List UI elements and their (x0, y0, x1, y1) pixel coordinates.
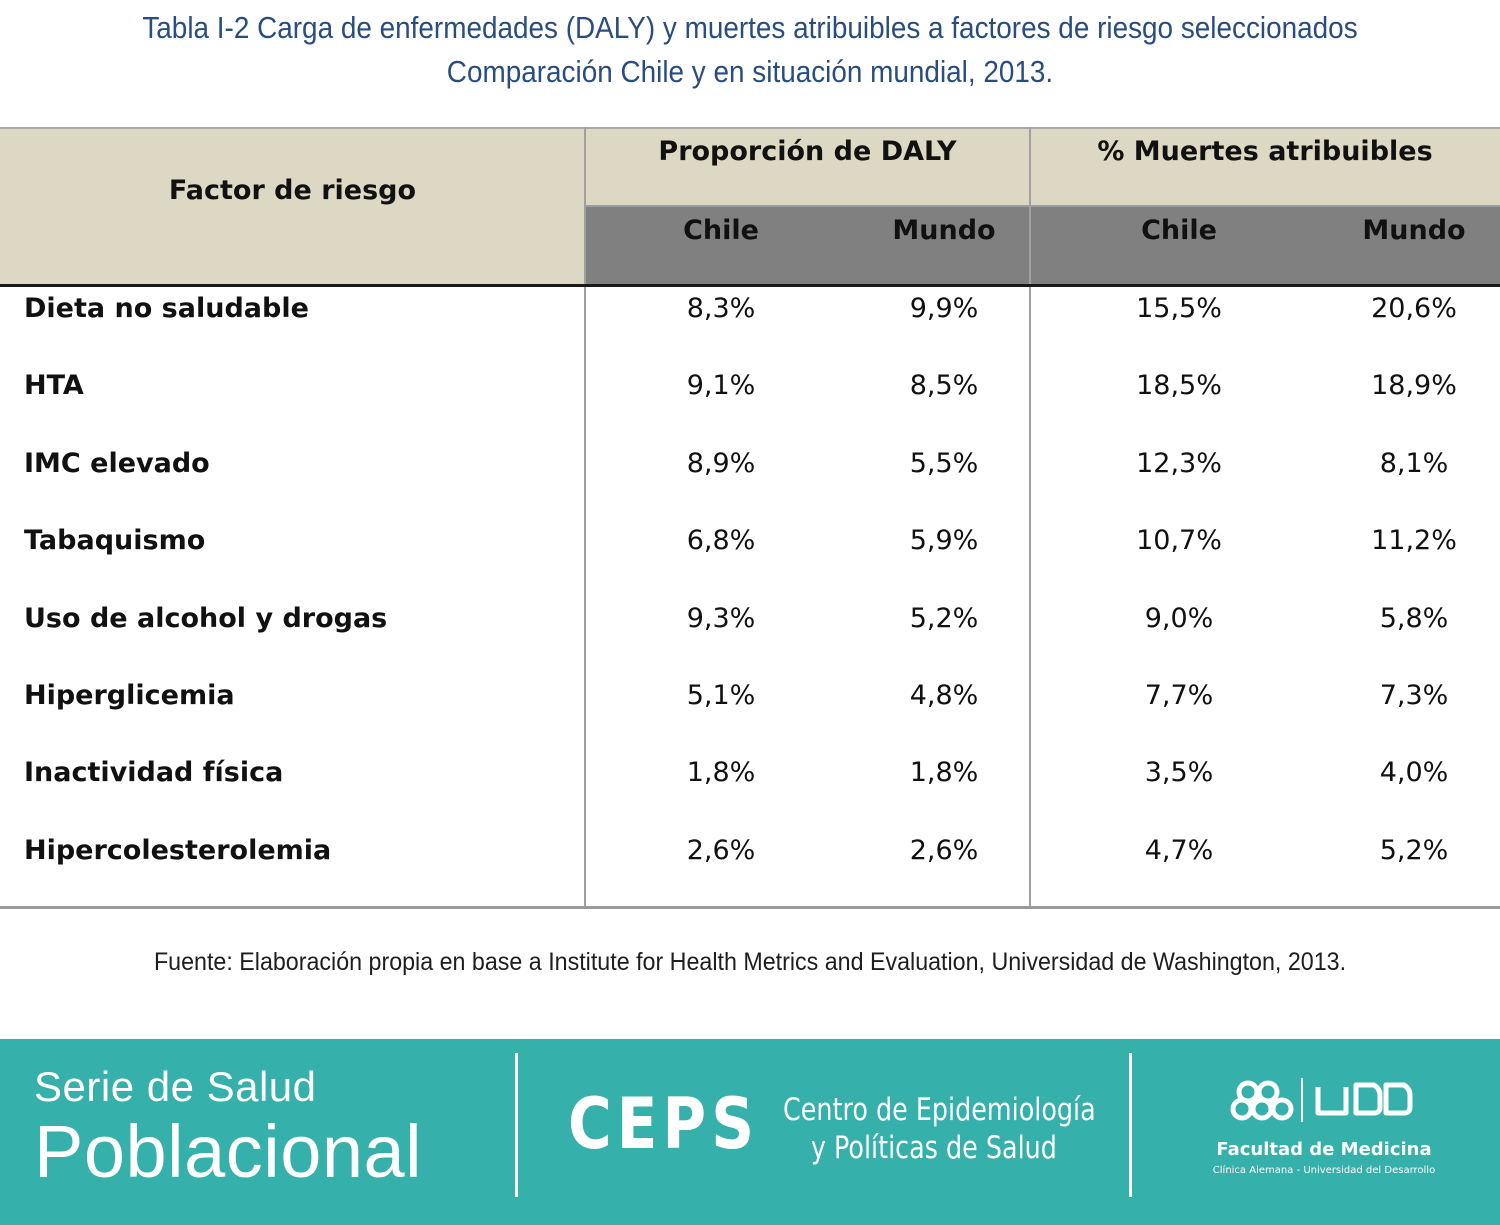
series-title-line-2: Poblacional (34, 1110, 423, 1193)
footer-divider (1129, 1053, 1132, 1197)
faculty-name: Facultad de Medicina (1216, 1139, 1432, 1160)
cell-deaths-chile: 3,5% (1144, 757, 1214, 788)
cell-deaths-mundo: 5,8% (1379, 603, 1449, 634)
source-note: Fuente: Elaboración propia en base a Ins… (153, 948, 1347, 976)
row-factor: Tabaquismo (24, 525, 206, 556)
column-header-factor: Factor de riesgo (168, 175, 417, 206)
table-row: Inactividad física 1,8% 1,8% 3,5% 4,0% (0, 757, 1500, 797)
row-factor: Inactividad física (24, 757, 284, 788)
cell-deaths-mundo: 11,2% (1371, 525, 1457, 556)
table-row: Tabaquismo 6,8% 5,9% 10,7% 11,2% (0, 525, 1500, 565)
cell-daly-mundo: 2,6% (909, 835, 979, 866)
cell-daly-chile: 1,8% (686, 757, 756, 788)
row-factor: Dieta no saludable (24, 293, 309, 324)
series-title-line-1: Serie de Salud (34, 1063, 317, 1110)
row-factor: Hiperglicemia (24, 680, 235, 711)
row-factor: IMC elevado (24, 448, 210, 479)
footer-banner: Serie de Salud Poblacional CEPS Centro d… (0, 1039, 1500, 1225)
table-row: Uso de alcohol y drogas 9,3% 5,2% 9,0% 5… (0, 603, 1500, 643)
ceps-name-line-1: Centro de Epidemiología (783, 1092, 1096, 1128)
cell-deaths-chile: 4,7% (1144, 835, 1214, 866)
cell-daly-mundo: 5,2% (909, 603, 979, 634)
cell-daly-chile: 8,3% (686, 293, 756, 324)
cell-daly-chile: 8,9% (686, 448, 756, 479)
column-divider-factor (584, 127, 586, 907)
table-top-border (0, 127, 1500, 129)
cell-deaths-mundo: 18,9% (1371, 370, 1457, 401)
subheader-daly-chile: Chile (683, 215, 759, 246)
cell-deaths-chile: 18,5% (1136, 370, 1222, 401)
footer-divider (515, 1053, 518, 1197)
ceps-logo: CEPS (568, 1083, 760, 1165)
ceps-name: Centro de Epidemiología y Políticas de S… (783, 1091, 1096, 1167)
cell-deaths-mundo: 8,1% (1379, 448, 1449, 479)
group-header-daly: Proporción de DALY (658, 136, 957, 167)
cell-deaths-mundo: 4,0% (1379, 757, 1449, 788)
row-factor: Hipercolesterolemia (24, 835, 332, 866)
header-bottom-border (0, 284, 1500, 287)
cell-daly-chile: 6,8% (686, 525, 756, 556)
cell-daly-mundo: 8,5% (909, 370, 979, 401)
cell-daly-chile: 9,1% (686, 370, 756, 401)
cell-daly-mundo: 1,8% (909, 757, 979, 788)
ceps-name-line-2: y Políticas de Salud (810, 1130, 1057, 1166)
cell-deaths-chile: 9,0% (1144, 603, 1214, 634)
faculty-subtitle: Clínica Alemana - Universidad del Desarr… (1212, 1165, 1436, 1176)
subheader-deaths-chile: Chile (1141, 215, 1217, 246)
cell-daly-mundo: 5,9% (909, 525, 979, 556)
table-bottom-border (0, 906, 1500, 909)
subheader-background (585, 207, 1500, 285)
cell-deaths-mundo: 5,2% (1379, 835, 1449, 866)
cell-daly-mundo: 4,8% (909, 680, 979, 711)
table-row: Dieta no saludable 8,3% 9,9% 15,5% 20,6% (0, 293, 1500, 333)
risk-factor-table: Factor de riesgo Proporción de DALY % Mu… (0, 127, 1500, 909)
row-factor: HTA (24, 370, 84, 401)
udd-logo-icon (1230, 1078, 1413, 1122)
subheader-daly-mundo: Mundo (892, 215, 996, 246)
cell-deaths-chile: 7,7% (1144, 680, 1214, 711)
group-header-deaths: % Muertes atribuibles (1097, 136, 1433, 167)
cell-daly-mundo: 5,5% (909, 448, 979, 479)
table-row: Hipercolesterolemia 2,6% 2,6% 4,7% 5,2% (0, 835, 1500, 875)
title-line-1: Tabla I-2 Carga de enfermedades (DALY) y… (142, 10, 1358, 45)
cell-deaths-chile: 12,3% (1136, 448, 1222, 479)
cell-daly-chile: 9,3% (686, 603, 756, 634)
cell-daly-chile: 5,1% (686, 680, 756, 711)
column-divider-groups (1029, 127, 1031, 907)
cell-daly-mundo: 9,9% (909, 293, 979, 324)
table-row: HTA 9,1% 8,5% 18,5% 18,9% (0, 370, 1500, 410)
cell-deaths-chile: 10,7% (1136, 525, 1222, 556)
page-title: Tabla I-2 Carga de enfermedades (DALY) y… (75, 6, 1425, 94)
table-row: IMC elevado 8,9% 5,5% 12,3% 8,1% (0, 448, 1500, 488)
table-row: Hiperglicemia 5,1% 4,8% 7,7% 7,3% (0, 680, 1500, 720)
subheader-deaths-mundo: Mundo (1362, 215, 1466, 246)
title-line-2: Comparación Chile y en situación mundial… (446, 54, 1054, 89)
cell-deaths-chile: 15,5% (1136, 293, 1222, 324)
row-factor: Uso de alcohol y drogas (24, 603, 388, 634)
cell-daly-chile: 2,6% (686, 835, 756, 866)
cell-deaths-mundo: 7,3% (1379, 680, 1449, 711)
cell-deaths-mundo: 20,6% (1371, 293, 1457, 324)
group-header-divider (585, 205, 1500, 207)
